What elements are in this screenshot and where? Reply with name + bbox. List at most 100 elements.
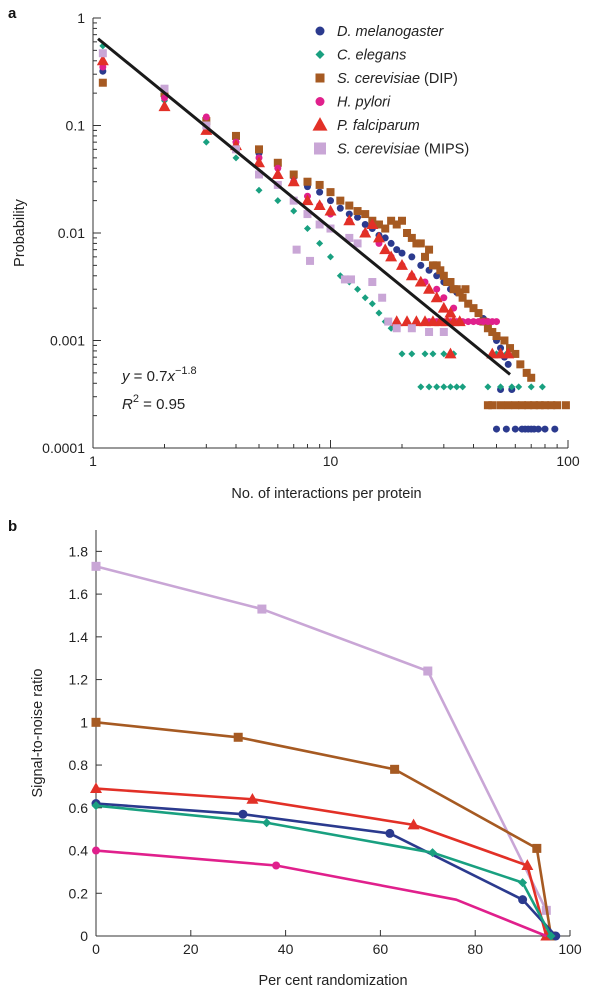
data-point bbox=[233, 732, 243, 742]
data-point bbox=[433, 383, 441, 391]
data-point bbox=[416, 239, 425, 248]
data-point bbox=[368, 300, 376, 308]
data-point bbox=[521, 859, 534, 870]
data-point bbox=[390, 764, 400, 774]
data-point bbox=[500, 336, 509, 345]
y-tick-label: 0.6 bbox=[69, 800, 89, 816]
legend-species: C. elegans bbox=[337, 48, 406, 64]
data-point bbox=[345, 233, 354, 242]
data-point bbox=[428, 848, 438, 858]
data-point bbox=[390, 315, 403, 327]
data-point bbox=[532, 843, 542, 853]
data-point bbox=[340, 275, 349, 284]
data-point bbox=[511, 349, 520, 358]
r2-sup: 2 bbox=[133, 393, 139, 405]
data-point bbox=[538, 383, 546, 391]
y-tick-label: 1.6 bbox=[69, 586, 89, 602]
data-point bbox=[492, 332, 501, 341]
data-point bbox=[273, 158, 282, 167]
data-point bbox=[508, 383, 516, 391]
data-point bbox=[326, 188, 335, 197]
series-b-0 bbox=[91, 561, 551, 915]
legend-marker bbox=[315, 97, 325, 106]
chart-a: 1 10 100 1 0.1 0.01 0.001 0.0001 No. of interact… bbox=[12, 10, 580, 502]
data-point bbox=[287, 175, 300, 187]
eq-exponent: −1.8 bbox=[175, 365, 197, 377]
data-point bbox=[253, 156, 266, 168]
data-point bbox=[417, 261, 425, 269]
data-point bbox=[496, 401, 505, 410]
legend-label: S. cerevisiae (DIP) bbox=[337, 71, 458, 87]
legend-label: C. elegans bbox=[337, 48, 406, 64]
data-point bbox=[301, 194, 314, 206]
y-tick-label: 0.001 bbox=[50, 333, 85, 349]
series-line bbox=[95, 721, 553, 937]
data-point bbox=[91, 561, 101, 571]
data-point bbox=[354, 285, 362, 293]
data-point bbox=[290, 207, 298, 215]
data-point bbox=[493, 318, 501, 326]
data-point bbox=[439, 327, 448, 336]
data-point bbox=[439, 271, 448, 280]
data-point bbox=[387, 216, 396, 225]
data-point bbox=[561, 401, 570, 410]
data-point bbox=[425, 245, 434, 254]
data-point bbox=[368, 278, 377, 287]
data-point bbox=[274, 197, 282, 205]
y-tick-label: 1 bbox=[80, 714, 88, 730]
eq-x: x bbox=[166, 368, 175, 385]
eq-mid: = 0.7 bbox=[130, 368, 168, 385]
data-point bbox=[200, 124, 213, 135]
data-point bbox=[374, 220, 383, 229]
data-point bbox=[392, 220, 401, 229]
data-point bbox=[546, 931, 556, 941]
legend-marker bbox=[312, 117, 328, 131]
x-tick-label: 100 bbox=[558, 941, 582, 957]
data-point bbox=[547, 401, 556, 410]
y-tick-label: 1.4 bbox=[69, 629, 89, 645]
data-point bbox=[405, 269, 418, 281]
data-point bbox=[461, 285, 470, 294]
data-point bbox=[527, 373, 536, 382]
data-point bbox=[361, 210, 370, 219]
data-point bbox=[421, 252, 430, 261]
fit-line bbox=[97, 37, 511, 376]
data-point bbox=[289, 196, 298, 205]
data-point bbox=[395, 259, 408, 270]
data-point bbox=[347, 275, 356, 284]
data-point bbox=[464, 299, 473, 308]
data-point bbox=[518, 895, 528, 905]
data-point bbox=[408, 253, 416, 261]
data-point bbox=[440, 383, 448, 391]
legend-marker bbox=[315, 73, 325, 83]
data-point bbox=[484, 383, 492, 391]
data-point bbox=[91, 717, 101, 727]
data-point bbox=[324, 204, 337, 216]
series-b-3 bbox=[91, 799, 561, 941]
data-point bbox=[502, 347, 515, 359]
data-point bbox=[425, 327, 434, 336]
data-point bbox=[423, 666, 433, 676]
legend-species: H. pylori bbox=[337, 95, 391, 111]
data-point bbox=[353, 207, 362, 216]
series-b-2 bbox=[90, 782, 553, 941]
data-point bbox=[313, 199, 326, 211]
data-point bbox=[379, 243, 392, 255]
x-tick-label: 80 bbox=[467, 941, 483, 957]
data-point bbox=[407, 233, 416, 242]
data-point bbox=[446, 383, 454, 391]
data-point bbox=[425, 383, 433, 391]
data-point bbox=[96, 54, 109, 66]
data-point bbox=[327, 253, 334, 261]
data-point bbox=[551, 425, 559, 433]
data-point bbox=[354, 213, 362, 221]
data-point bbox=[98, 49, 107, 58]
data-point bbox=[387, 239, 395, 247]
data-point bbox=[458, 293, 467, 302]
data-point bbox=[524, 401, 533, 410]
data-point bbox=[429, 350, 437, 358]
data-point bbox=[378, 293, 387, 302]
data-point bbox=[361, 220, 369, 228]
data-point bbox=[393, 246, 401, 254]
series-a-2 bbox=[98, 78, 570, 410]
